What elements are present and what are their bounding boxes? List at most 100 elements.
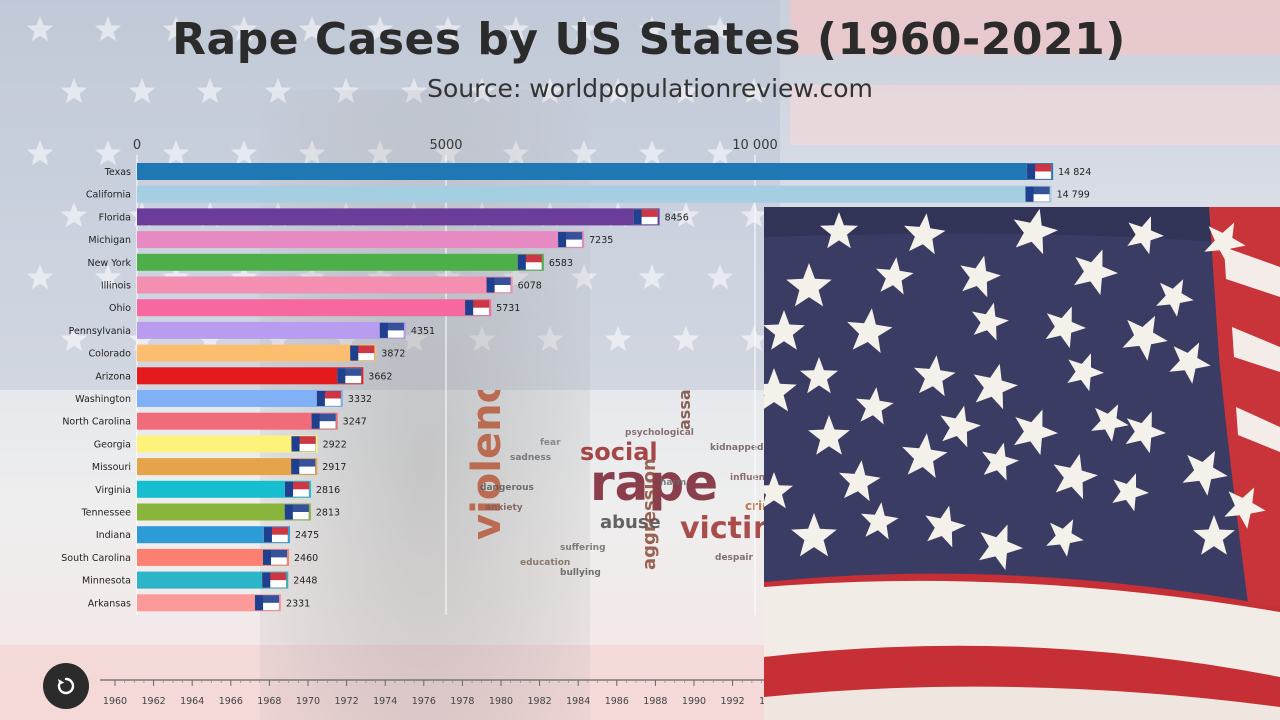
timeline-year-label: 1962 <box>142 696 166 707</box>
category-label: Florida <box>99 212 131 223</box>
bar <box>137 299 492 317</box>
flag-star <box>1014 409 1058 456</box>
flag-star <box>960 255 1001 298</box>
timeline-year-label: 1968 <box>257 696 281 707</box>
bar <box>137 571 289 589</box>
value-label: 14 824 <box>1058 167 1091 178</box>
timeline-year-label: 1984 <box>566 696 590 707</box>
state-flag-icon <box>291 436 316 452</box>
state-flag-icon <box>262 572 287 588</box>
bar <box>137 480 312 498</box>
value-label: 3247 <box>343 417 367 428</box>
flag-stripe <box>1232 327 1280 372</box>
flag-star <box>786 263 832 307</box>
background-word: rape <box>590 454 718 512</box>
flag-star <box>972 302 1009 341</box>
state-flag-icon <box>291 458 316 475</box>
bar <box>137 594 282 612</box>
background-word: social <box>580 438 658 466</box>
flag-star <box>1204 222 1246 264</box>
value-label: 3332 <box>348 394 372 405</box>
flag-stripe <box>764 686 1280 720</box>
background-word: victim <box>680 511 765 546</box>
flag-star <box>860 502 899 540</box>
state-flag-icon <box>633 209 658 225</box>
timeline-year-label: 1960 <box>103 696 127 707</box>
value-label: 2448 <box>293 576 317 587</box>
value-label: 7235 <box>589 235 613 246</box>
flag-stripe <box>1236 407 1280 452</box>
background-word: harm <box>660 478 686 488</box>
flag-star <box>1156 279 1194 317</box>
category-label: New York <box>87 258 131 269</box>
flag-star <box>847 308 893 353</box>
flag-star <box>973 363 1018 410</box>
background-star <box>468 326 496 352</box>
category-label: Missouri <box>92 462 131 473</box>
value-label: 3662 <box>368 371 392 382</box>
background-word: sadness <box>510 453 551 463</box>
category-label: Pennsylvania <box>69 326 131 337</box>
page-subtitle: Source: worldpopulationreview.com <box>427 74 873 103</box>
flag-star <box>800 357 838 394</box>
flag-star <box>925 505 966 548</box>
background-star <box>94 140 122 166</box>
flag-star <box>839 460 881 502</box>
state-flag-icon <box>1025 186 1050 202</box>
background-word: psychological <box>625 428 694 438</box>
category-label: Colorado <box>89 349 132 360</box>
category-label: Arkansas <box>88 598 131 609</box>
background-star <box>672 326 700 352</box>
value-label: 2331 <box>286 598 310 609</box>
flag-star <box>820 212 858 249</box>
bar <box>137 458 318 476</box>
timeline-year-label: 1970 <box>296 696 320 707</box>
background-word: fear <box>540 438 561 448</box>
state-flag-icon <box>311 413 336 429</box>
flag-star <box>904 213 946 255</box>
background-word: despair <box>715 553 754 563</box>
timeline-year-label: 1966 <box>219 696 243 707</box>
category-label: Virginia <box>95 485 131 496</box>
value-label: 8456 <box>665 212 689 223</box>
bar <box>137 163 1054 180</box>
background-star <box>502 16 530 42</box>
background-star <box>196 78 224 104</box>
replay-icon <box>57 677 75 695</box>
background-word: violence <box>464 390 510 540</box>
x-tick-label: 0 <box>133 138 141 153</box>
timeline-axis[interactable]: 1960 1962 1964 1966 1968 1970 1972 1974 1976 1978… <box>95 670 775 710</box>
state-flag-icon <box>254 595 280 611</box>
flag-star <box>940 405 981 448</box>
background-word: education <box>520 558 570 568</box>
flag-star <box>764 472 793 509</box>
flag-star <box>855 387 894 425</box>
background-star <box>706 264 734 290</box>
background-word: dangerous <box>480 483 534 493</box>
background-star <box>434 140 462 166</box>
state-flag-icon <box>517 254 543 271</box>
background-star <box>570 16 598 42</box>
category-label: North Carolina <box>62 417 131 428</box>
value-label: 14 799 <box>1057 190 1090 201</box>
timeline-year-label: 1974 <box>373 696 397 707</box>
background-star <box>570 264 598 290</box>
category-label: Texas <box>104 167 131 178</box>
bar <box>137 503 311 521</box>
background-star <box>400 326 428 352</box>
background-stripe <box>0 645 780 720</box>
background-word: bullying <box>560 568 601 578</box>
background-word: aggression <box>639 458 660 570</box>
background-word: abuse <box>600 512 661 533</box>
replay-button[interactable] <box>43 663 89 709</box>
category-label: Georgia <box>94 439 131 450</box>
value-label: 6078 <box>518 281 542 292</box>
background-star <box>60 202 88 228</box>
value-label: 6583 <box>549 258 573 269</box>
background-star <box>298 16 326 42</box>
flag-star <box>1193 515 1235 555</box>
value-label: 2917 <box>322 462 346 473</box>
x-tick-label: 5000 <box>429 138 462 153</box>
background-star <box>230 140 258 166</box>
flag-star <box>1046 519 1084 557</box>
